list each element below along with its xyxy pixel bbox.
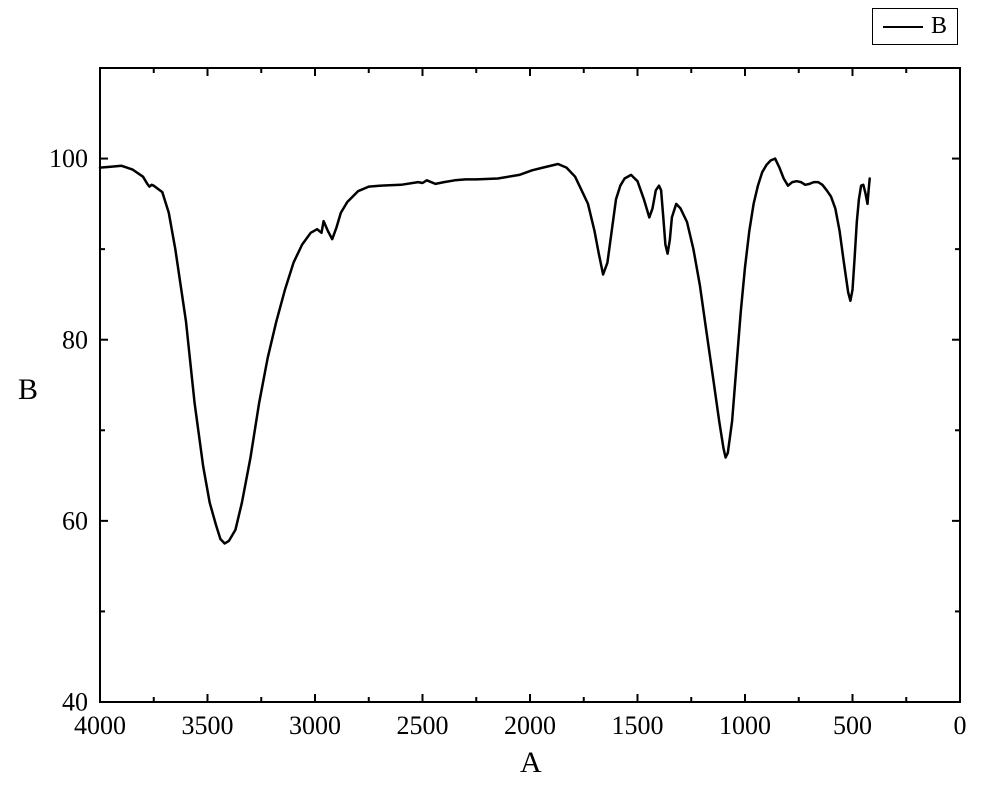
x-tick-label: 1000 xyxy=(719,711,771,740)
x-tick-label: 1500 xyxy=(612,711,664,740)
y-tick-label: 100 xyxy=(49,144,88,173)
x-tick-label: 2500 xyxy=(397,711,449,740)
y-tick-label: 40 xyxy=(62,688,88,717)
y-tick-label: 60 xyxy=(62,507,88,536)
y-tick-label: 80 xyxy=(62,325,88,354)
legend-line xyxy=(883,26,923,28)
x-tick-label: 2000 xyxy=(504,711,556,740)
x-tick-label: 3000 xyxy=(289,711,341,740)
chart-container: B 40003500300025002000150010005000406080… xyxy=(0,0,1000,799)
series-line xyxy=(100,159,870,544)
x-tick-label: 500 xyxy=(833,711,872,740)
x-tick-label: 3500 xyxy=(182,711,234,740)
legend: B xyxy=(872,8,958,45)
chart-svg: 4000350030002500200015001000500040608010… xyxy=(0,0,1000,799)
x-axis-label: A xyxy=(520,746,542,780)
x-tick-label: 0 xyxy=(954,711,967,740)
legend-text: B xyxy=(931,13,947,40)
y-axis-label: B xyxy=(18,373,38,407)
